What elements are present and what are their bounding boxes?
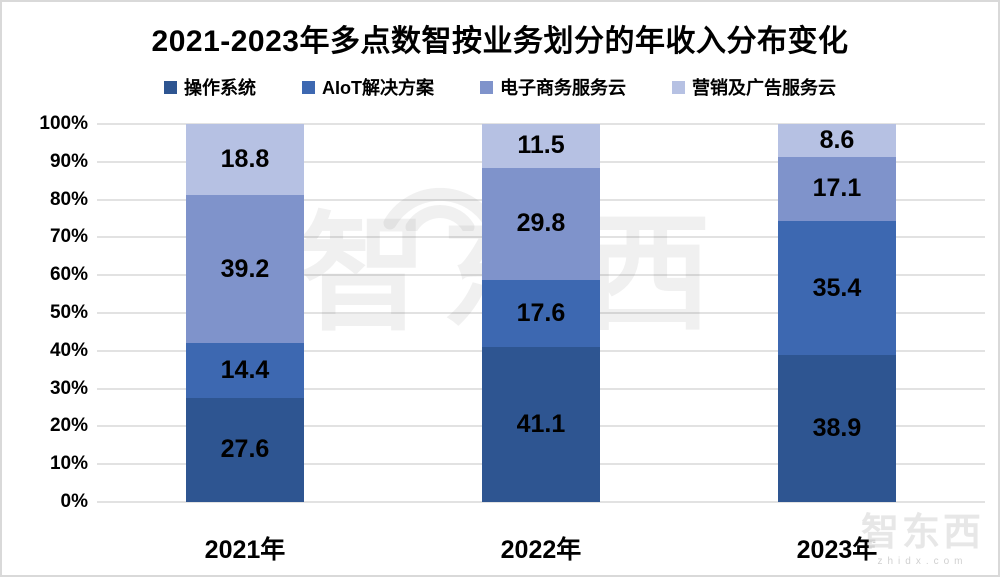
legend-label: 操作系统 <box>184 78 256 98</box>
category-column: 38.9 35.4 17.1 8.6 <box>689 124 985 502</box>
bar-segment: 38.9 <box>777 354 896 502</box>
bar-segment: 8.6 <box>777 124 896 157</box>
legend-label: 电子商务服务云 <box>500 78 626 98</box>
legend-item: 操作系统 <box>164 74 256 100</box>
segment-value-label: 8.6 <box>819 125 855 154</box>
legend-item: AIoT解决方案 <box>302 74 434 100</box>
stacked-bar: 27.6 14.4 39.2 18.8 <box>185 124 304 502</box>
legend-swatch-icon <box>164 80 177 94</box>
gridline <box>97 501 985 503</box>
segment-value-label: 27.6 <box>220 435 270 464</box>
legend-item: 营销及广告服务云 <box>672 74 836 100</box>
bar-segment: 39.2 <box>185 195 304 344</box>
segment-value-label: 39.2 <box>220 254 270 283</box>
category-column: 27.6 14.4 39.2 18.8 <box>97 124 393 502</box>
bar-segment: 11.5 <box>481 124 600 168</box>
x-axis-label: 2023年 <box>796 536 878 564</box>
chart-title: 2021-2023年多点数智按业务划分的年收入分布变化 <box>151 25 849 58</box>
y-tick-label: 20% <box>49 415 88 437</box>
bar-segment: 29.8 <box>481 167 600 281</box>
stacked-bar: 41.1 17.6 29.8 11.5 <box>481 124 600 502</box>
gridline <box>97 123 985 125</box>
legend-swatch-icon <box>480 80 493 94</box>
legend: 操作系统 AIoT解决方案 电子商务服务云 营销及广告服务云 <box>2 74 998 100</box>
y-tick-label: 90% <box>49 150 88 172</box>
y-tick-label: 50% <box>49 302 88 323</box>
bar-segment: 41.1 <box>481 346 600 502</box>
segment-value-label: 17.1 <box>812 174 862 203</box>
legend-label: AIoT解决方案 <box>322 78 434 98</box>
y-axis: 0% 10% 20% 30% 40% 50% 60% 70% 80% 90% 100% <box>2 113 88 512</box>
segment-value-label: 29.8 <box>516 209 566 238</box>
segment-value-label: 41.1 <box>516 409 566 438</box>
y-tick-label: 30% <box>49 377 88 399</box>
legend-label: 营销及广告服务云 <box>692 78 836 98</box>
bar-segment: 27.6 <box>185 397 304 502</box>
y-tick-label: 10% <box>49 453 88 475</box>
x-axis-label: 2022年 <box>500 536 582 564</box>
segment-value-label: 38.9 <box>812 413 862 442</box>
bar-segment: 35.4 <box>777 221 896 355</box>
segment-value-label: 11.5 <box>517 131 565 160</box>
stacked-bar: 38.9 35.4 17.1 8.6 <box>777 124 896 502</box>
bar-segment: 18.8 <box>185 124 304 196</box>
bar-segment: 17.1 <box>777 156 896 222</box>
category-column: 41.1 17.6 29.8 11.5 <box>393 124 689 502</box>
bar-segment: 14.4 <box>185 343 304 398</box>
y-tick-label: 100% <box>39 113 88 134</box>
segment-value-label: 18.8 <box>220 145 270 174</box>
y-tick-label: 70% <box>49 226 88 248</box>
x-axis-labels: 2021年 2022年 2023年 <box>97 530 985 566</box>
segment-value-label: 14.4 <box>220 355 270 384</box>
bar-segment: 17.6 <box>481 280 600 347</box>
legend-swatch-icon <box>302 80 315 94</box>
y-tick-label: 60% <box>49 264 88 286</box>
legend-item: 电子商务服务云 <box>480 74 626 100</box>
legend-swatch-icon <box>672 80 685 94</box>
segment-value-label: 35.4 <box>812 273 862 302</box>
y-tick-label: 0% <box>60 491 88 512</box>
y-tick-label: 80% <box>49 188 88 210</box>
x-axis-label: 2021年 <box>204 536 286 564</box>
y-tick-label: 40% <box>49 339 88 361</box>
segment-value-label: 17.6 <box>516 298 566 327</box>
plot-area: 智东西 27.614.439.218.841.117.629.811.538.9… <box>97 123 985 503</box>
